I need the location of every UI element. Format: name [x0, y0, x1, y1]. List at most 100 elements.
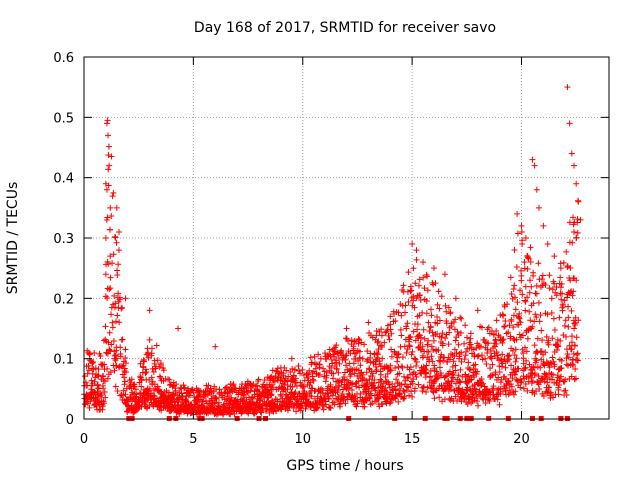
- data-point: [92, 395, 99, 402]
- data-point: [505, 353, 512, 360]
- x-tick-label: 10: [294, 432, 311, 447]
- data-point: [465, 373, 472, 380]
- data-point: [299, 384, 306, 391]
- data-point: [568, 333, 575, 340]
- data-point: [496, 369, 503, 376]
- data-point: [105, 143, 112, 150]
- data-point: [386, 400, 393, 407]
- data-point: [472, 361, 479, 368]
- data-point: [114, 387, 121, 394]
- data-point: [551, 327, 558, 334]
- data-point: [323, 401, 330, 408]
- data-point: [502, 364, 509, 371]
- data-point: [484, 346, 491, 353]
- data-point: [423, 297, 430, 304]
- data-point: [454, 328, 461, 335]
- data-point: [448, 323, 455, 330]
- data-point: [511, 282, 518, 289]
- data-point: [141, 358, 148, 365]
- data-point: [151, 360, 158, 367]
- data-point: [289, 383, 296, 390]
- data-point: [445, 304, 452, 311]
- data-point: [538, 348, 545, 355]
- y-axis-label: SRMTID / TECUs: [5, 182, 21, 295]
- data-point: [509, 375, 516, 382]
- data-point: [397, 326, 404, 333]
- data-point: [423, 362, 430, 369]
- data-point: [524, 266, 531, 272]
- data-point: [567, 265, 574, 272]
- data-point: [510, 312, 517, 319]
- data-point: [447, 309, 454, 316]
- data-point: [447, 386, 454, 393]
- data-point: [541, 362, 548, 369]
- data-point: [283, 391, 290, 398]
- data-point: [573, 277, 580, 284]
- data-point: [416, 276, 423, 283]
- data-point: [489, 361, 496, 368]
- data-point: [108, 311, 115, 318]
- data-point: [336, 382, 343, 389]
- data-point: [326, 404, 333, 411]
- data-point: [507, 381, 514, 388]
- data-point: [400, 395, 407, 402]
- data-point: [335, 369, 342, 376]
- data-point: [363, 369, 370, 376]
- data-point: [345, 390, 352, 397]
- data-point: [457, 379, 464, 386]
- data-point: [450, 319, 457, 326]
- data-point: [438, 334, 445, 341]
- data-point: [306, 367, 313, 374]
- data-point: [424, 384, 431, 391]
- data-point: [403, 349, 410, 356]
- data-point: [388, 330, 395, 337]
- data-point: [410, 293, 417, 300]
- data-point: [386, 336, 393, 343]
- data-point: [335, 378, 342, 385]
- data-point: [120, 362, 127, 369]
- data-point: [353, 403, 360, 410]
- data-point: [150, 369, 157, 376]
- data-point: [95, 372, 102, 379]
- data-point: [462, 348, 469, 355]
- data-point: [375, 346, 382, 353]
- data-point: [385, 379, 392, 386]
- data-point: [478, 375, 485, 382]
- data-point: [572, 319, 579, 326]
- data-point: [574, 357, 581, 364]
- data-point: [512, 294, 519, 301]
- data-point: [104, 214, 111, 221]
- data-point: [423, 369, 430, 376]
- data-point: [181, 384, 188, 391]
- data-point: [121, 365, 128, 372]
- data-point: [113, 347, 120, 354]
- data-point: [508, 316, 515, 323]
- data-point: [499, 351, 506, 358]
- data-point: [445, 341, 452, 348]
- data-point: [116, 228, 122, 235]
- data-point: [108, 341, 115, 348]
- data-point: [91, 350, 98, 357]
- data-point: [303, 396, 310, 403]
- data-point: [398, 381, 405, 388]
- data-point: [157, 374, 164, 381]
- data-point: [431, 265, 437, 272]
- data-point: [342, 352, 349, 359]
- data-point: [447, 397, 454, 404]
- data-point: [392, 387, 399, 394]
- data-point: [565, 323, 572, 330]
- data-point: [527, 317, 534, 324]
- data-point: [109, 319, 116, 326]
- data-point: [115, 290, 122, 297]
- data-point: [404, 288, 411, 295]
- data-point: [537, 364, 544, 371]
- data-point: [347, 371, 354, 378]
- data-point: [116, 319, 123, 326]
- data-point: [439, 342, 446, 349]
- data-point: [526, 277, 533, 284]
- data-point: [366, 365, 373, 372]
- data-point: [450, 375, 457, 382]
- data-point: [425, 348, 432, 355]
- data-point: [106, 347, 113, 354]
